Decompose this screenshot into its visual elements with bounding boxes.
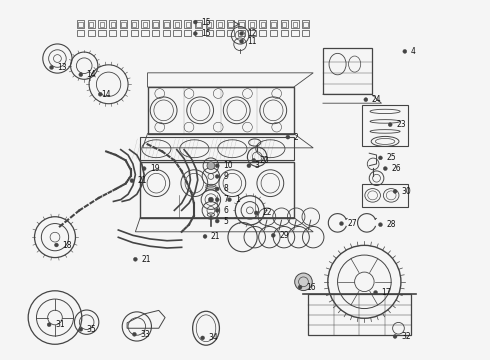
Ellipse shape [98,92,102,96]
Text: 21: 21 [211,232,220,241]
Text: 18: 18 [62,240,72,249]
Ellipse shape [298,285,302,289]
Ellipse shape [215,219,219,223]
Ellipse shape [208,197,213,202]
Ellipse shape [240,40,244,43]
Ellipse shape [383,167,387,171]
Text: 22: 22 [262,208,271,217]
Text: 24: 24 [372,95,381,104]
Ellipse shape [203,234,207,238]
Text: 13: 13 [57,63,67,72]
Ellipse shape [194,20,197,24]
Ellipse shape [378,223,382,226]
Text: 29: 29 [279,231,289,240]
Text: 32: 32 [401,332,411,341]
Ellipse shape [286,135,290,139]
Ellipse shape [47,323,51,327]
Text: 27: 27 [347,219,357,228]
Ellipse shape [49,66,53,69]
Text: 16: 16 [306,283,316,292]
Ellipse shape [378,156,382,160]
Text: 6: 6 [223,206,228,215]
Ellipse shape [254,211,258,215]
Text: 14: 14 [87,70,96,79]
Text: 35: 35 [87,325,97,334]
Ellipse shape [247,164,251,168]
Ellipse shape [215,175,219,178]
Ellipse shape [132,332,136,336]
Text: 21: 21 [138,176,147,185]
Text: 28: 28 [386,220,396,229]
Ellipse shape [207,162,215,170]
Ellipse shape [79,327,83,331]
Ellipse shape [227,198,231,202]
Text: 15: 15 [201,18,211,27]
Text: 21: 21 [141,255,151,264]
Ellipse shape [215,187,219,191]
Ellipse shape [215,198,219,202]
Text: 11: 11 [247,37,257,46]
Text: 7: 7 [223,195,228,204]
Text: 5: 5 [223,217,228,226]
Text: 20: 20 [260,156,269,165]
Ellipse shape [215,208,219,212]
Text: 26: 26 [391,164,401,173]
Ellipse shape [133,257,137,261]
Ellipse shape [393,189,397,193]
Text: 17: 17 [381,288,391,297]
Text: 12: 12 [247,29,257,38]
Text: 25: 25 [386,153,396,162]
Text: 23: 23 [396,120,406,129]
Text: 19: 19 [150,164,160,173]
Ellipse shape [215,164,219,168]
Ellipse shape [142,167,146,171]
Text: 33: 33 [140,330,150,339]
Text: 34: 34 [208,333,218,342]
Ellipse shape [201,336,204,340]
Ellipse shape [393,334,397,338]
Ellipse shape [340,222,343,225]
Ellipse shape [54,243,58,247]
Text: 3: 3 [255,161,260,170]
Ellipse shape [374,291,377,294]
Text: 2: 2 [294,132,298,141]
Text: 14: 14 [101,90,111,99]
Ellipse shape [240,32,244,36]
Ellipse shape [364,98,368,102]
Ellipse shape [130,179,134,183]
Ellipse shape [252,158,256,162]
Ellipse shape [79,73,83,77]
Text: 4: 4 [411,47,416,56]
Ellipse shape [194,32,197,36]
Text: 30: 30 [401,187,411,196]
Ellipse shape [271,233,275,237]
Text: 1: 1 [235,195,240,204]
Ellipse shape [403,49,407,53]
Text: 31: 31 [55,320,65,329]
Ellipse shape [388,123,392,127]
Text: 8: 8 [223,184,228,193]
Text: 10: 10 [223,161,233,170]
Text: 15: 15 [201,29,211,38]
Text: 9: 9 [223,172,228,181]
Ellipse shape [294,273,312,291]
